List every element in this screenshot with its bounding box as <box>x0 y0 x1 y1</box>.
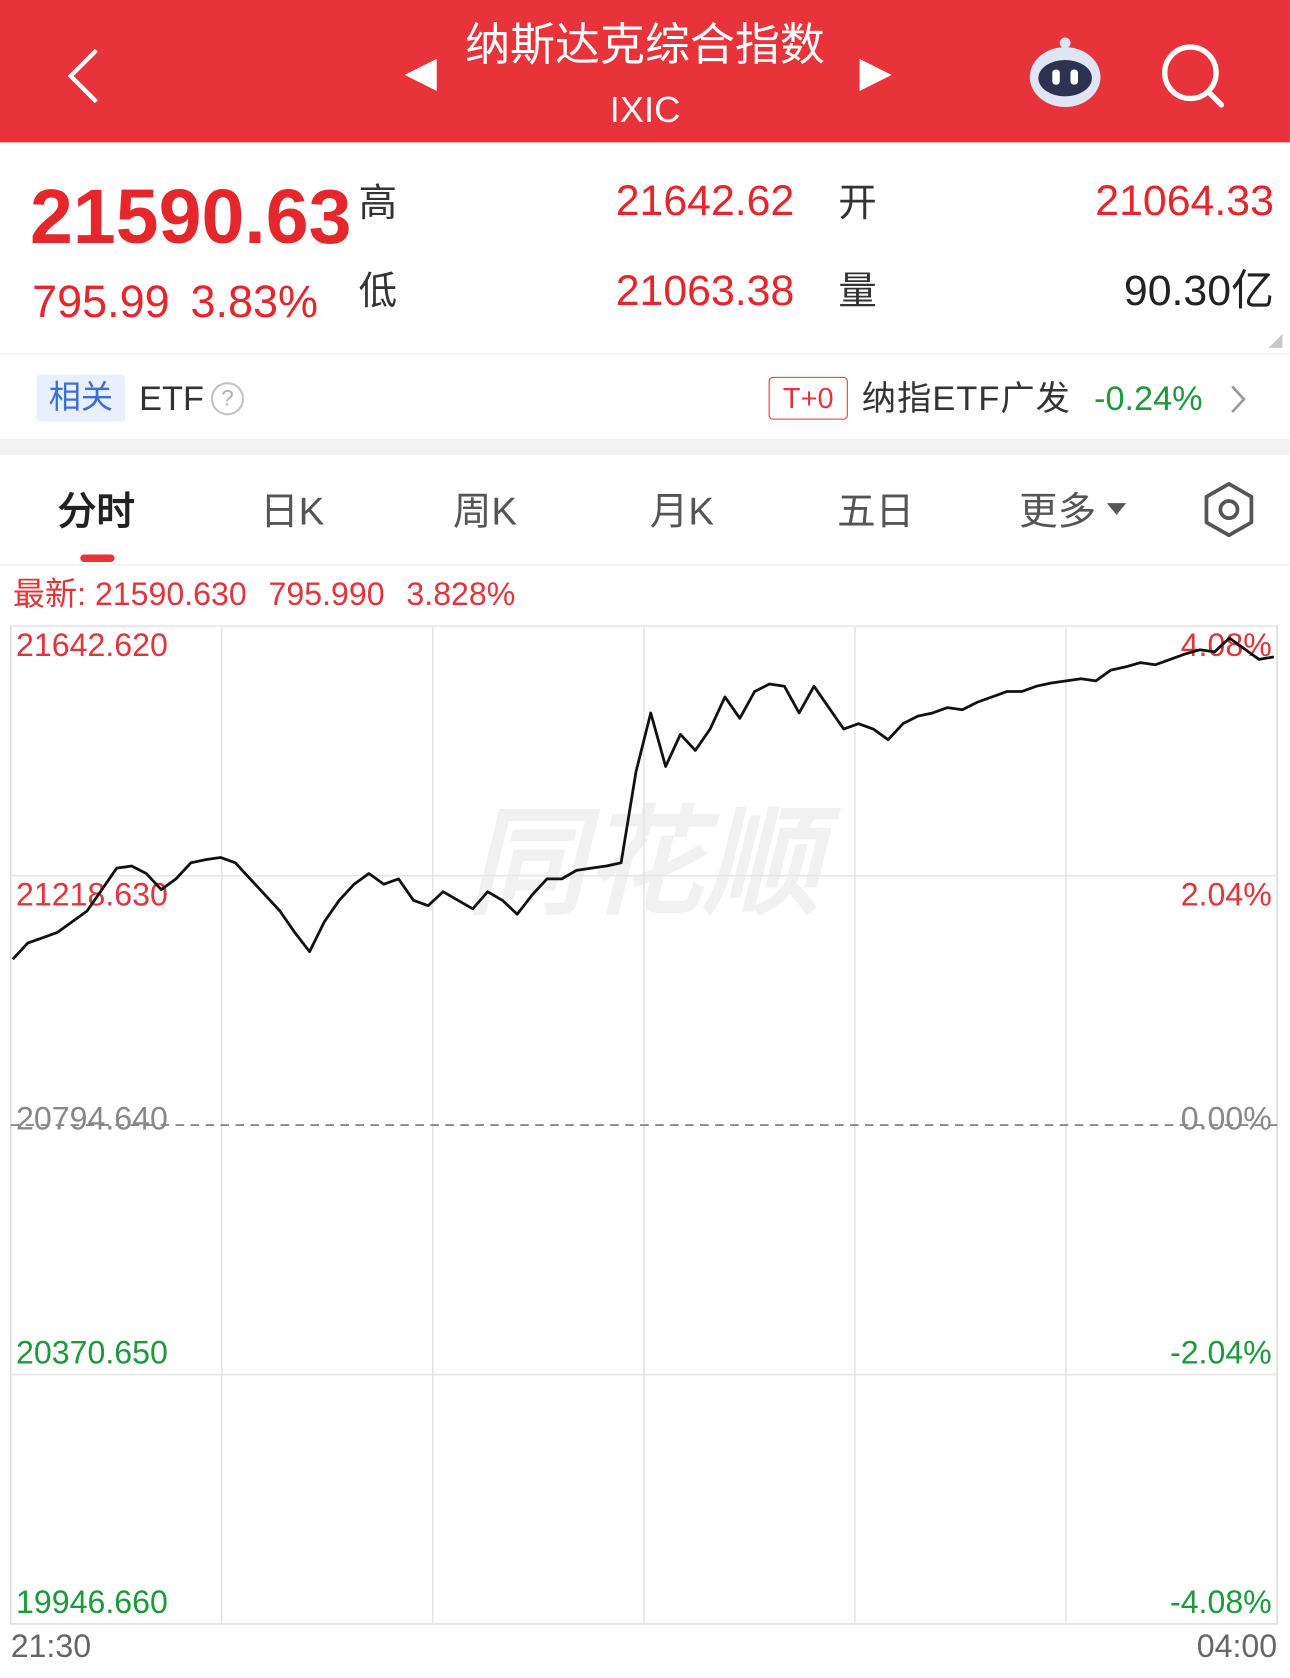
divider <box>0 353 1290 355</box>
y2-tick-label: -2.04% <box>1170 1335 1272 1371</box>
y-tick-label: 21218.630 <box>16 877 168 913</box>
etf-name[interactable]: 纳指ETF广发 <box>861 378 1071 418</box>
x-tick-label: 04:00 <box>1197 1628 1277 1664</box>
etf-change: -0.24% <box>1094 378 1203 418</box>
change-pct: 3.83% <box>190 276 319 327</box>
etf-badge: T+0 <box>768 376 848 420</box>
latest-row: 最新: 21590.630 795.990 3.828% <box>13 575 515 616</box>
next-button[interactable] <box>859 58 892 91</box>
expand-corner[interactable] <box>1263 330 1284 351</box>
low-value: 21063.38 <box>615 267 795 315</box>
etf-chevron[interactable] <box>1226 383 1252 415</box>
open-label: 开 <box>838 180 877 225</box>
latest-price: 21590.630 <box>94 576 247 613</box>
high-value: 21642.62 <box>615 177 795 225</box>
volume-label: 量 <box>838 268 877 313</box>
y-tick-label: 19946.660 <box>16 1584 168 1620</box>
tab-underline <box>80 554 115 563</box>
volume-value: 90.30亿 <box>1123 267 1274 315</box>
header-title: 纳斯达克综合指数 <box>465 19 825 70</box>
latest-change: 795.990 <box>268 576 385 613</box>
low-label: 低 <box>358 268 398 313</box>
open-value: 21064.33 <box>1095 177 1274 225</box>
tab-divider <box>0 564 1290 566</box>
latest-change-pct: 3.828% <box>406 576 516 613</box>
assistant-button[interactable] <box>1029 37 1101 108</box>
etf-tag: 相关 <box>36 374 126 422</box>
change: 795.99 <box>32 276 170 327</box>
y-tick-label: 21642.620 <box>16 627 168 663</box>
back-button[interactable] <box>67 48 98 104</box>
prev-button[interactable] <box>404 58 437 91</box>
help-icon[interactable]: ? <box>210 382 245 416</box>
search-button[interactable] <box>1162 44 1225 108</box>
y-tick-label: 20794.640 <box>16 1100 168 1136</box>
tab[interactable]: 更多 <box>1019 489 1097 534</box>
tab[interactable]: 周K <box>452 489 518 534</box>
etf-label: ETF <box>139 378 204 418</box>
tab[interactable]: 分时 <box>57 489 135 534</box>
price-line <box>11 636 1275 961</box>
section-gap <box>0 438 1290 455</box>
header-icons <box>67 37 1225 108</box>
y2-tick-label: 0.00% <box>1181 1100 1272 1136</box>
x-tick-label: 21:30 <box>11 1628 91 1664</box>
tab[interactable]: 五日 <box>837 489 915 534</box>
latest-label: 最新: <box>12 576 87 613</box>
y-tick-label: 20370.650 <box>16 1335 168 1371</box>
watermark: 同花顺 <box>467 797 841 929</box>
price: 21590.63 <box>29 174 352 261</box>
more-arrow[interactable] <box>1103 499 1131 520</box>
tab[interactable]: 月K <box>649 489 715 534</box>
settings-button[interactable] <box>1197 477 1261 541</box>
y2-tick-label: -4.08% <box>1170 1584 1272 1620</box>
high-label: 高 <box>358 180 398 225</box>
header-subtitle: IXIC <box>609 89 681 131</box>
tab[interactable]: 日K <box>260 489 325 534</box>
y2-tick-label: 2.04% <box>1181 877 1272 913</box>
